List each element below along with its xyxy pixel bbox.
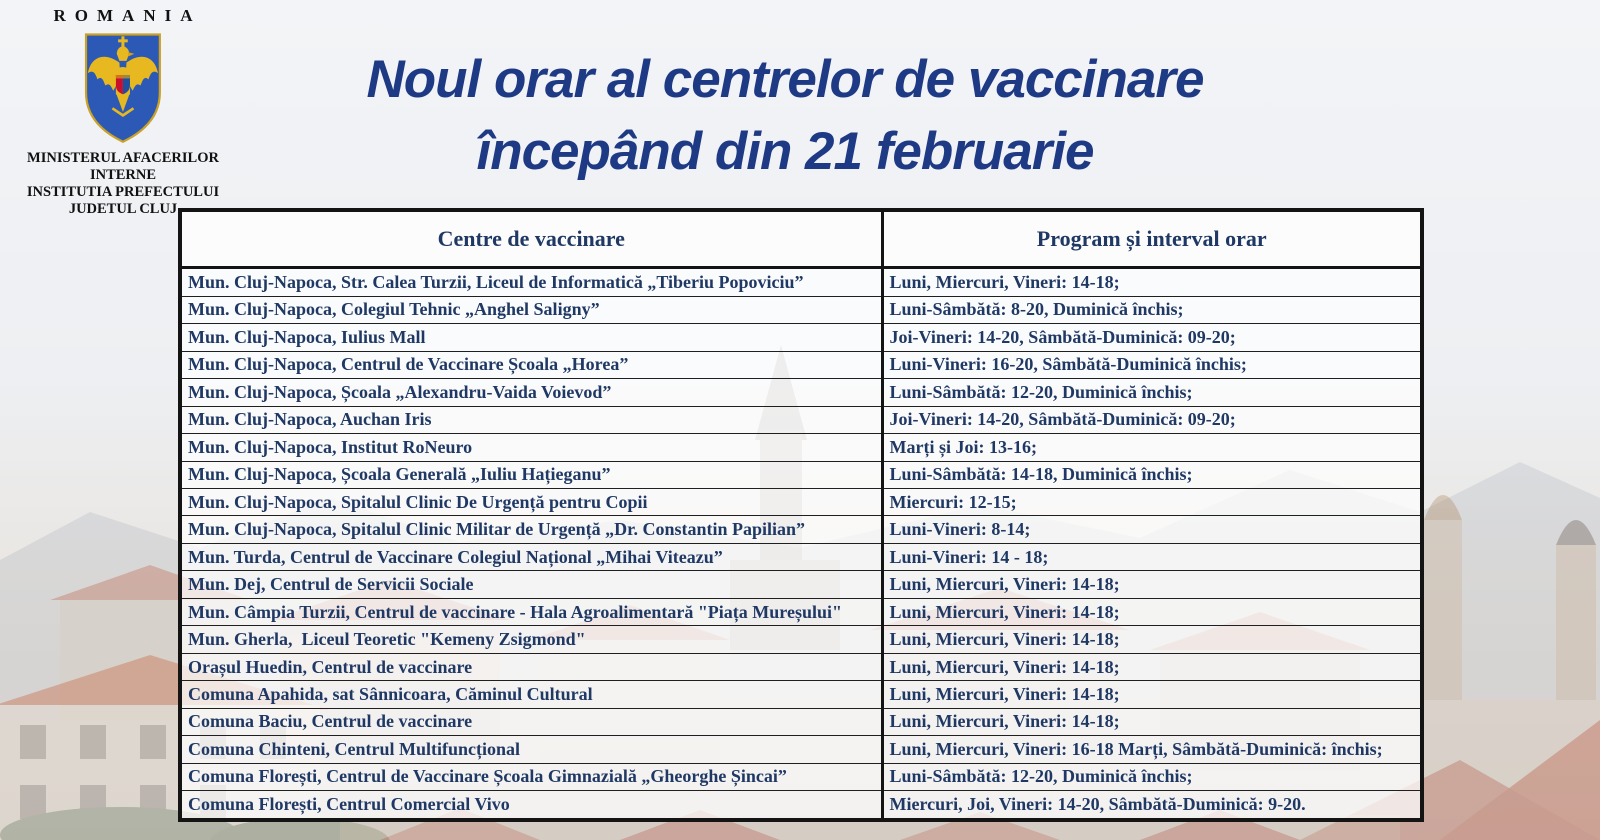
ministry-logo-block: ROMANIA MINISTERUL AFACERILOR INTERNE IN…	[0, 6, 246, 218]
program-cell: Luni-Vineri: 16-20, Sâmbătă-Duminică înc…	[880, 350, 1422, 379]
center-cell: Mun. Cluj-Napoca, Școala Generală „Iuliu…	[180, 460, 882, 489]
table-row: Mun. Câmpia Turzii, Centrul de vaccinare…	[180, 597, 1422, 626]
center-cell: Mun. Cluj-Napoca, Școala „Alexandru-Vaid…	[180, 378, 882, 407]
ministry-line-3: JUDETUL CLUJ	[68, 201, 178, 217]
program-cell: Luni, Miercuri, Vineri: 14-18;	[880, 597, 1422, 626]
center-cell: Comuna Chinteni, Centrul Multifuncțional	[180, 735, 882, 764]
table-row: Comuna Florești, Centrul Comercial Vivo M…	[180, 790, 1422, 820]
program-cell: Luni, Miercuri, Vineri: 14-18;	[880, 570, 1422, 599]
center-cell: Comuna Florești, Centrul Comercial Vivo	[180, 790, 882, 820]
header-program: Program și interval orar	[880, 210, 1422, 269]
program-cell: Luni, Miercuri, Vineri: 14-18;	[880, 267, 1422, 297]
program-cell: Miercuri: 12-15;	[880, 487, 1422, 516]
table-row: Comuna Apahida, sat Sânnicoara, Căminul …	[180, 680, 1422, 709]
center-cell: Comuna Baciu, Centrul de vaccinare	[180, 707, 882, 736]
table-row: Mun. Cluj-Napoca, Institut RoNeuro Marți …	[180, 433, 1422, 462]
table-row: Orașul Huedin, Centrul de vaccinare Luni,…	[180, 652, 1422, 681]
center-cell: Orașul Huedin, Centrul de vaccinare	[180, 652, 882, 681]
center-cell: Comuna Florești, Centrul de Vaccinare Șc…	[180, 762, 882, 791]
table-row: Mun. Cluj-Napoca, Centrul de Vaccinare Ș…	[180, 350, 1422, 379]
table-row: Mun. Cluj-Napoca, Colegiul Tehnic „Anghe…	[180, 295, 1422, 324]
center-cell: Mun. Câmpia Turzii, Centrul de vaccinare…	[180, 597, 882, 626]
center-cell: Mun. Gherla, Liceul Teoretic "Kemeny Zsi…	[180, 625, 882, 654]
program-cell: Joi-Vineri: 14-20, Sâmbătă-Duminică: 09-…	[880, 323, 1422, 352]
program-cell: Luni, Miercuri, Vineri: 14-18;	[880, 680, 1422, 709]
table-row: Mun. Turda, Centrul de Vaccinare Colegiu…	[180, 542, 1422, 571]
table-row: Mun. Cluj-Napoca, Spitalul Clinic De Urg…	[180, 487, 1422, 516]
program-cell: Luni-Sâmbătă: 14-18, Duminică închis;	[880, 460, 1422, 489]
table-row: Comuna Chinteni, Centrul Multifuncțional…	[180, 735, 1422, 764]
program-cell: Luni-Sâmbătă: 12-20, Duminică închis;	[880, 762, 1422, 791]
table-row: Mun. Cluj-Napoca, Școala „Alexandru-Vaid…	[180, 378, 1422, 407]
title-line-1: Noul orar al centrelor de vaccinare	[366, 50, 1205, 109]
page-title: Noul orar al centrelor de vaccinare înce…	[0, 44, 1570, 188]
header-row: Centre de vaccinare Program și interval …	[180, 210, 1422, 269]
program-cell: Miercuri, Joi, Vineri: 14-20, Sâmbătă-Du…	[880, 790, 1422, 820]
center-cell: Mun. Cluj-Napoca, Spitalul Clinic De Urg…	[180, 487, 882, 516]
header-centers: Centre de vaccinare	[180, 210, 882, 269]
program-cell: Marți și Joi: 13-16;	[880, 433, 1422, 462]
center-cell: Mun. Cluj-Napoca, Auchan Iris	[180, 405, 882, 434]
table-row: Mun. Cluj-Napoca, Str. Calea Turzii, Lic…	[180, 267, 1422, 297]
table-row: Mun. Cluj-Napoca, Iulius Mall Joi-Vineri:…	[180, 323, 1422, 352]
center-cell: Mun. Cluj-Napoca, Centrul de Vaccinare Ș…	[180, 350, 882, 379]
center-cell: Mun. Turda, Centrul de Vaccinare Colegiu…	[180, 542, 882, 571]
center-cell: Mun. Cluj-Napoca, Spitalul Clinic Milita…	[180, 515, 882, 544]
program-cell: Luni-Vineri: 8-14;	[880, 515, 1422, 544]
center-cell: Comuna Apahida, sat Sânnicoara, Căminul …	[180, 680, 882, 709]
program-cell: Luni, Miercuri, Vineri: 16-18 Marți, Sâm…	[880, 735, 1422, 764]
center-cell: Mun. Cluj-Napoca, Iulius Mall	[180, 323, 882, 352]
table-row: Mun. Cluj-Napoca, Școala Generală „Iuliu…	[180, 460, 1422, 489]
ministry-line-2: INSTITUTIA PREFECTULUI	[26, 184, 220, 200]
ministry-line-1: MINISTERUL AFACERILOR INTERNE	[27, 150, 219, 183]
table-row: Comuna Florești, Centrul de Vaccinare Șc…	[180, 762, 1422, 791]
schedule-table-container: Centre de vaccinare Program și interval …	[178, 208, 1424, 822]
table-row: Mun. Dej, Centrul de Servicii Sociale Lun…	[180, 570, 1422, 599]
center-cell: Mun. Dej, Centrul de Servicii Sociale	[180, 570, 882, 599]
table-row: Comuna Baciu, Centrul de vaccinare Luni, …	[180, 707, 1422, 736]
program-cell: Luni-Vineri: 14 - 18;	[880, 542, 1422, 571]
center-cell: Mun. Cluj-Napoca, Str. Calea Turzii, Lic…	[180, 267, 882, 297]
romania-coat-of-arms-icon	[84, 33, 162, 143]
program-cell: Joi-Vineri: 14-20, Sâmbătă-Duminică: 09-…	[880, 405, 1422, 434]
program-cell: Luni, Miercuri, Vineri: 14-18;	[880, 652, 1422, 681]
vaccination-schedule-table: Centre de vaccinare Program și interval …	[178, 208, 1424, 822]
program-cell: Luni, Miercuri, Vineri: 14-18;	[880, 625, 1422, 654]
center-cell: Mun. Cluj-Napoca, Institut RoNeuro	[180, 433, 882, 462]
table-row: Mun. Cluj-Napoca, Spitalul Clinic Milita…	[180, 515, 1422, 544]
center-cell: Mun. Cluj-Napoca, Colegiul Tehnic „Anghe…	[180, 295, 882, 324]
program-cell: Luni-Sâmbătă: 12-20, Duminică închis;	[880, 378, 1422, 407]
program-cell: Luni, Miercuri, Vineri: 14-18;	[880, 707, 1422, 736]
country-label: ROMANIA	[53, 6, 202, 25]
table-row: Mun. Cluj-Napoca, Auchan Iris Joi-Vineri:…	[180, 405, 1422, 434]
table-row: Mun. Gherla, Liceul Teoretic "Kemeny Zsi…	[180, 625, 1422, 654]
title-line-2: începând din 21 februarie	[476, 122, 1094, 181]
program-cell: Luni-Sâmbătă: 8-20, Duminică închis;	[880, 295, 1422, 324]
